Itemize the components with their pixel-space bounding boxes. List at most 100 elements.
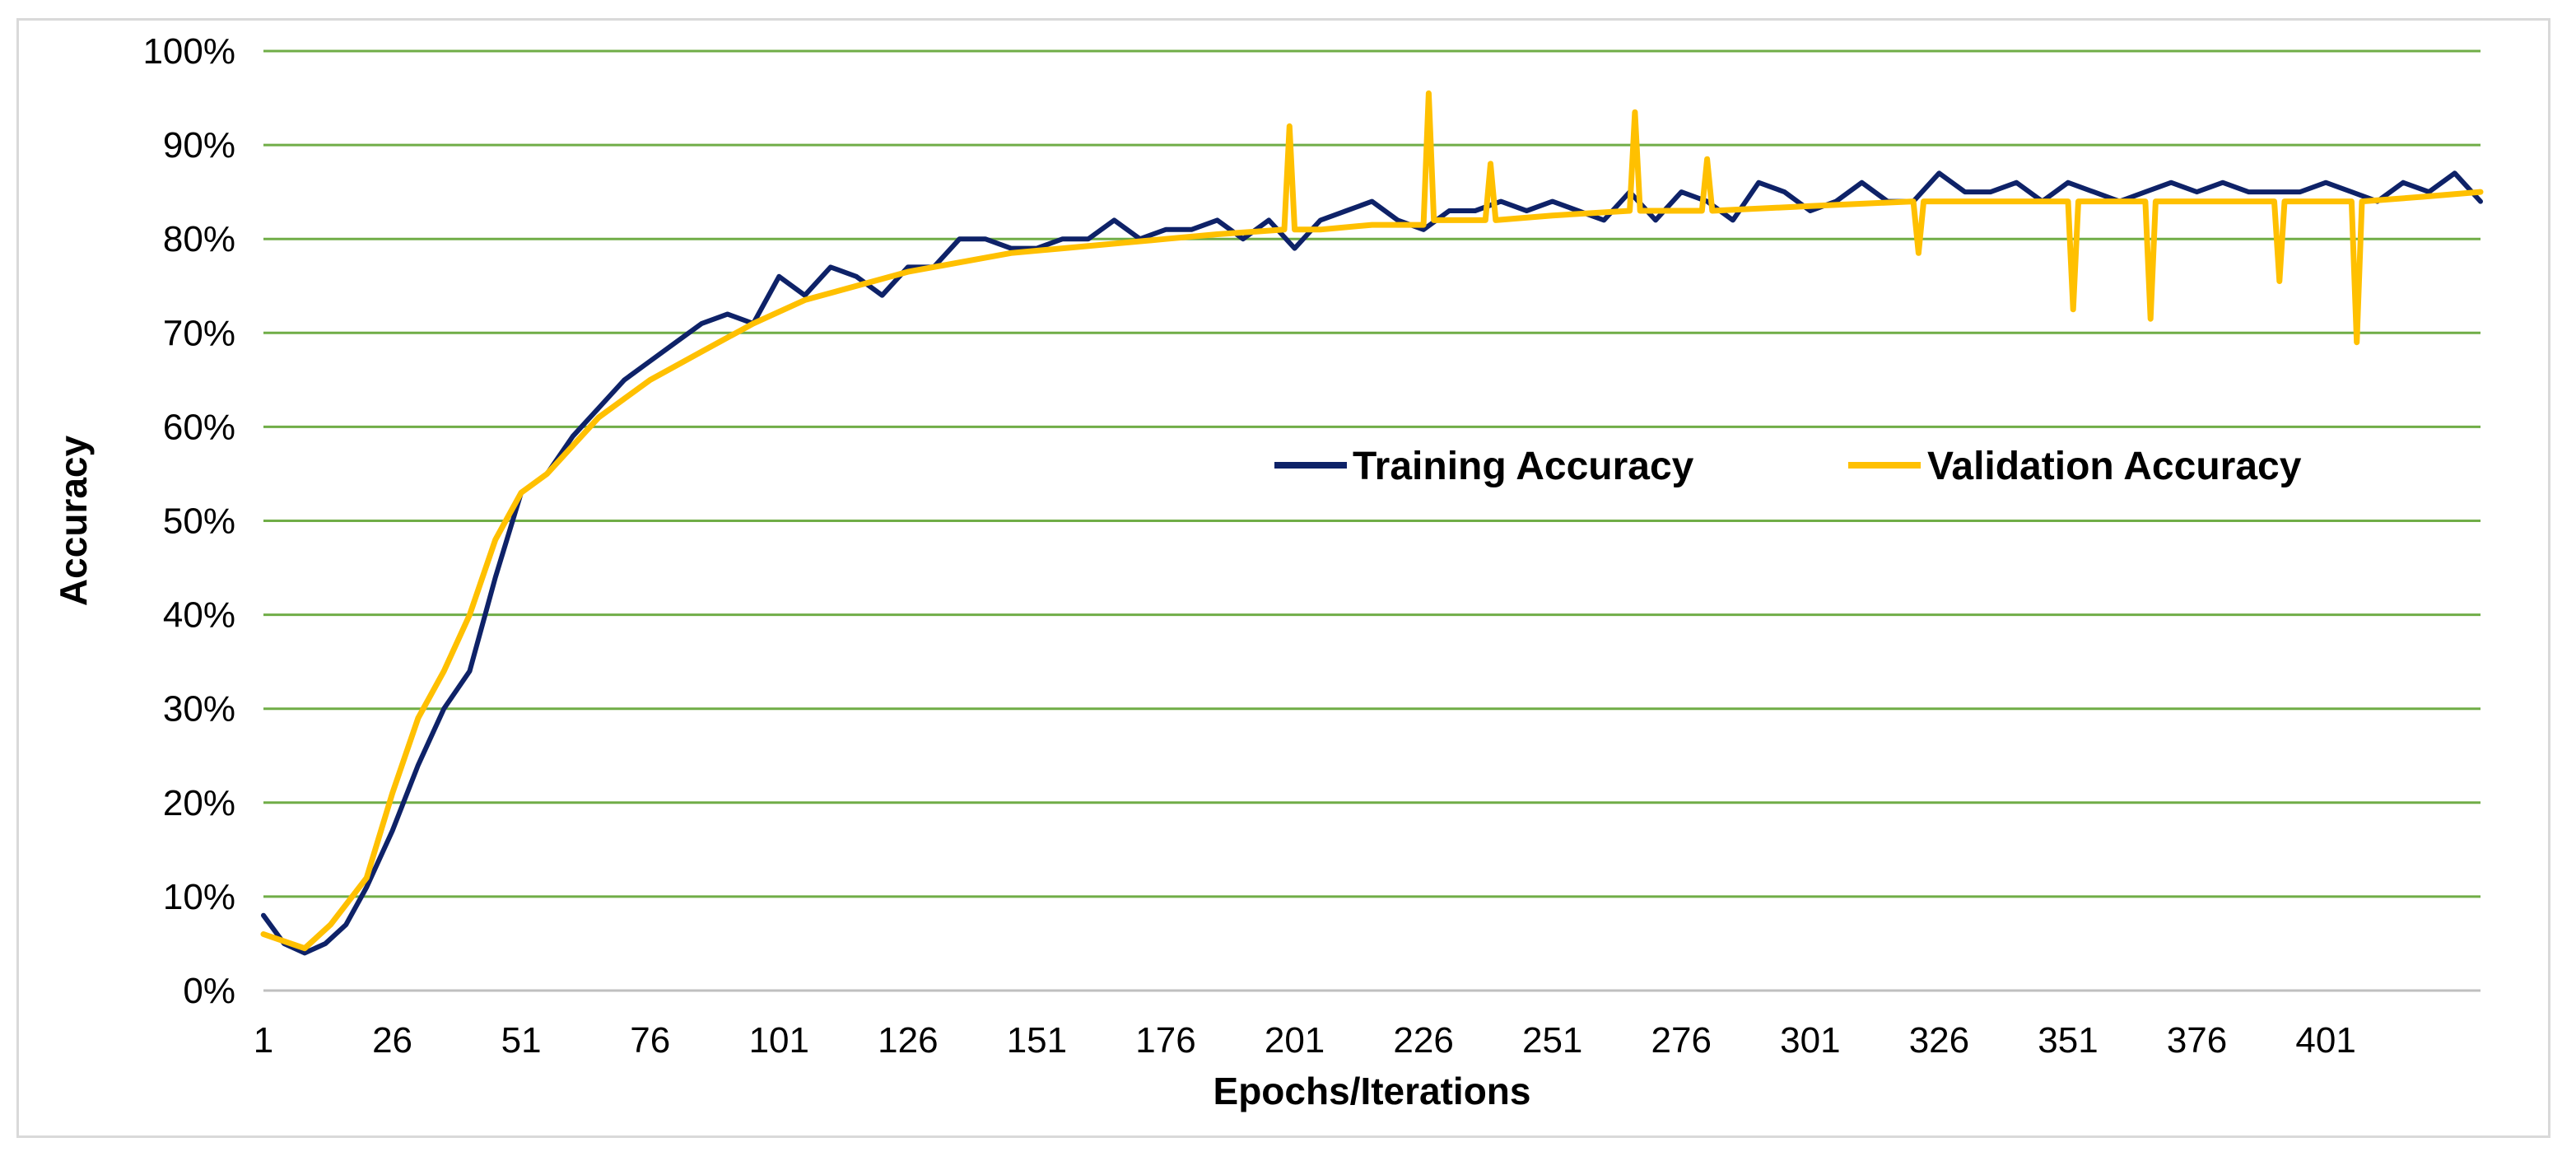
data-point bbox=[907, 266, 909, 268]
data-point bbox=[1655, 219, 1656, 221]
data-point bbox=[1484, 219, 1486, 221]
data-point bbox=[2067, 182, 2069, 184]
data-point bbox=[2299, 191, 2301, 193]
data-point bbox=[345, 924, 347, 926]
data-point bbox=[1242, 238, 1244, 240]
x-tick-label: 351 bbox=[2038, 1020, 2098, 1061]
data-point bbox=[1964, 191, 1966, 193]
x-tick-label: 301 bbox=[1780, 1020, 1840, 1061]
data-point bbox=[804, 299, 806, 301]
data-point bbox=[1283, 229, 1285, 231]
data-point bbox=[701, 323, 702, 324]
y-tick-label: 10% bbox=[163, 877, 235, 917]
data-point bbox=[804, 295, 806, 296]
data-point bbox=[2325, 182, 2327, 184]
y-tick-label: 70% bbox=[163, 313, 235, 353]
data-point bbox=[1701, 210, 1703, 212]
y-tick-label: 60% bbox=[163, 407, 235, 447]
y-tick-label: 20% bbox=[163, 783, 235, 823]
data-point bbox=[443, 708, 445, 710]
data-point bbox=[1552, 215, 1554, 217]
data-point bbox=[1428, 92, 1429, 94]
data-point bbox=[1217, 219, 1218, 221]
data-point bbox=[2454, 172, 2456, 174]
data-point bbox=[1835, 201, 1837, 203]
data-point bbox=[1923, 201, 1925, 203]
data-point bbox=[1912, 201, 1914, 203]
y-tick-label: 80% bbox=[163, 219, 235, 259]
data-point bbox=[778, 276, 780, 277]
data-point bbox=[1500, 201, 1502, 203]
data-point bbox=[469, 614, 471, 616]
legend-label-training: Training Accuracy bbox=[1353, 445, 1694, 488]
data-point bbox=[392, 830, 394, 832]
x-tick-label: 1 bbox=[254, 1020, 273, 1061]
data-point bbox=[1448, 210, 1450, 212]
legend-label-validation: Validation Accuracy bbox=[1927, 445, 2302, 488]
data-point bbox=[1474, 210, 1476, 212]
data-point bbox=[855, 276, 857, 277]
data-point bbox=[443, 670, 445, 672]
data-point bbox=[1758, 182, 1759, 184]
data-point bbox=[2350, 201, 2352, 203]
series-validation bbox=[260, 90, 2484, 952]
data-point bbox=[1320, 219, 1321, 221]
x-tick-label: 326 bbox=[1909, 1020, 1969, 1061]
data-point bbox=[2356, 342, 2358, 343]
data-point bbox=[1294, 248, 1296, 249]
data-point bbox=[830, 266, 831, 268]
data-point bbox=[2350, 191, 2352, 193]
data-point bbox=[1345, 210, 1347, 212]
x-tick-label: 151 bbox=[1007, 1020, 1067, 1061]
chart-frame: 0% 10% 20% 30% 40% 50% 60% 70% 80% 90% 100% 1 26 51 7… bbox=[16, 18, 2550, 1138]
y-tick-label: 90% bbox=[163, 125, 235, 166]
data-point bbox=[2402, 182, 2404, 184]
data-point bbox=[366, 886, 367, 888]
data-point bbox=[263, 915, 264, 916]
data-point bbox=[2273, 191, 2275, 193]
x-tick-label: 251 bbox=[1522, 1020, 1582, 1061]
data-point bbox=[675, 342, 677, 343]
data-point bbox=[1010, 248, 1012, 249]
x-axis-title: Epochs/Iterations bbox=[1213, 1070, 1531, 1112]
data-point bbox=[1113, 243, 1115, 245]
x-tick-label: 126 bbox=[878, 1020, 938, 1061]
data-point bbox=[520, 492, 522, 493]
line-chart: 0%10%20%30%40%50%60%70%80%90%100% 1 26 51 7… bbox=[52, 31, 2484, 1112]
data-point bbox=[727, 313, 729, 315]
data-point bbox=[1423, 224, 1424, 226]
data-point bbox=[324, 943, 326, 944]
data-point bbox=[1062, 238, 1064, 240]
data-point bbox=[1320, 229, 1321, 231]
data-point bbox=[1423, 229, 1424, 231]
data-point bbox=[1552, 201, 1554, 203]
data-point bbox=[1433, 219, 1435, 221]
data-point bbox=[1634, 111, 1636, 113]
data-point bbox=[2361, 201, 2363, 203]
data-point bbox=[2154, 201, 2156, 203]
data-point bbox=[1861, 182, 1862, 184]
data-point bbox=[1650, 210, 1651, 212]
data-point bbox=[958, 238, 960, 240]
data-point bbox=[752, 323, 754, 324]
data-point bbox=[572, 445, 574, 446]
series-line-training bbox=[261, 170, 2483, 956]
data-point bbox=[329, 924, 331, 926]
data-point bbox=[1639, 210, 1641, 212]
x-tick-label: 226 bbox=[1393, 1020, 1453, 1061]
data-point bbox=[882, 295, 883, 296]
data-point bbox=[1577, 210, 1579, 212]
x-tick-label: 376 bbox=[2167, 1020, 2227, 1061]
data-point bbox=[1443, 219, 1445, 221]
data-point bbox=[1938, 172, 1940, 174]
data-point bbox=[1010, 252, 1012, 254]
y-tick-label: 40% bbox=[163, 595, 235, 636]
data-point bbox=[1603, 219, 1605, 221]
data-point bbox=[1113, 219, 1115, 221]
y-tick-label: 0% bbox=[183, 971, 235, 1011]
x-tick-label: 51 bbox=[501, 1020, 542, 1061]
gridlines bbox=[263, 49, 2481, 898]
data-point bbox=[958, 262, 960, 263]
y-axis-title: Accuracy bbox=[52, 436, 95, 607]
data-point bbox=[1062, 248, 1064, 249]
